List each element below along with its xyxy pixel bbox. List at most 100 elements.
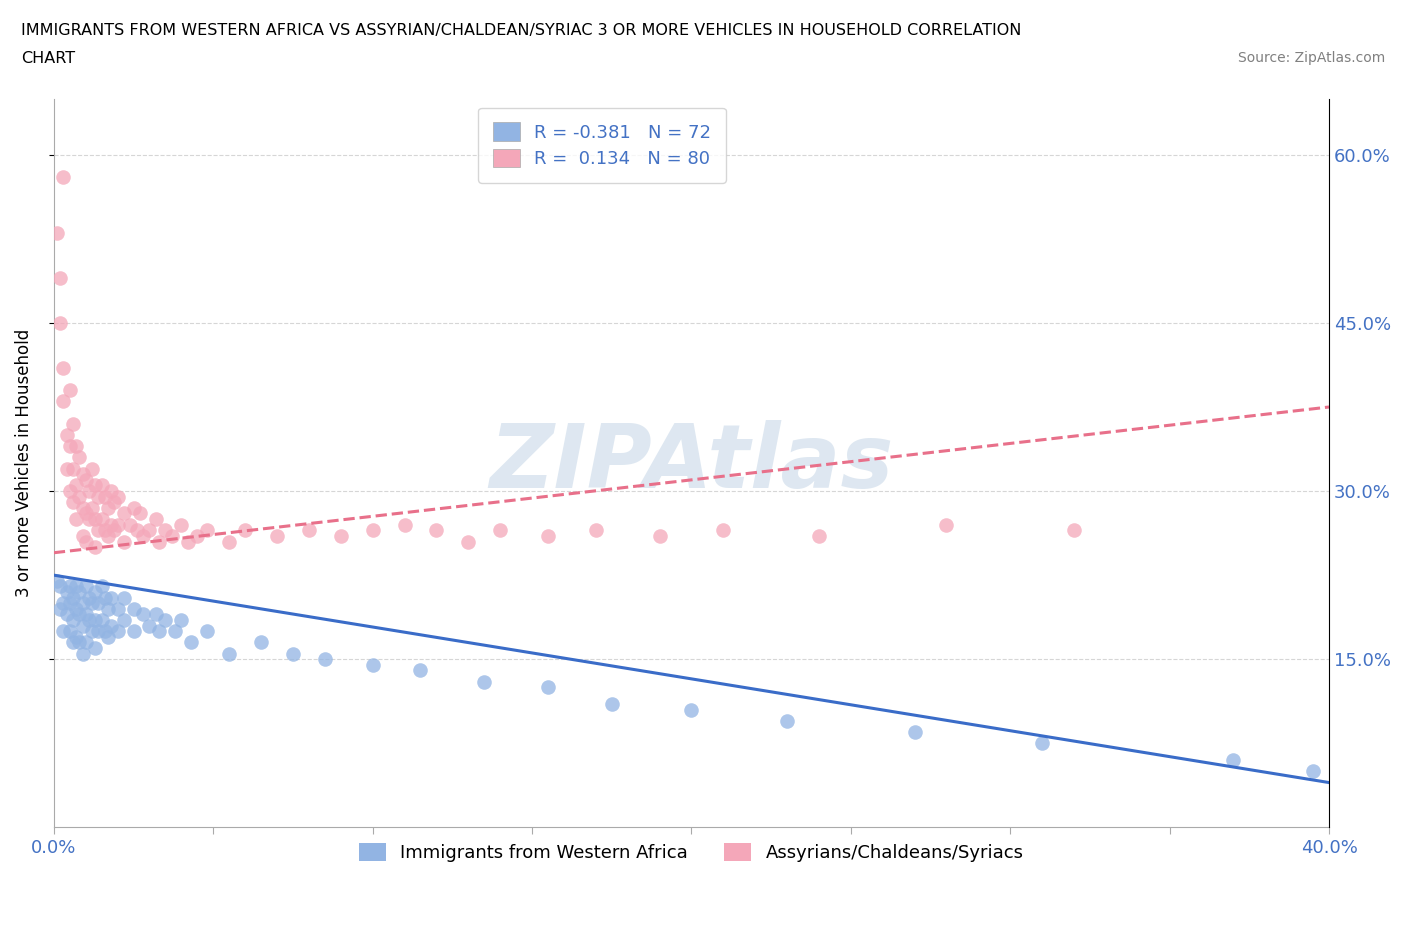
Point bbox=[122, 602, 145, 617]
Point bbox=[59, 439, 82, 454]
Point bbox=[72, 596, 94, 611]
Point bbox=[903, 724, 925, 739]
Point bbox=[84, 641, 107, 656]
Point bbox=[97, 500, 120, 515]
Point bbox=[59, 579, 82, 594]
Point bbox=[62, 417, 84, 432]
Point bbox=[62, 613, 84, 628]
Point bbox=[62, 635, 84, 650]
Point bbox=[72, 467, 94, 482]
Point bbox=[186, 528, 208, 543]
Point bbox=[97, 630, 120, 644]
Point bbox=[394, 517, 416, 532]
Point bbox=[62, 495, 84, 510]
Text: ZIPAtlas: ZIPAtlas bbox=[489, 419, 894, 507]
Point bbox=[80, 461, 103, 476]
Point bbox=[120, 517, 142, 532]
Text: Source: ZipAtlas.com: Source: ZipAtlas.com bbox=[1237, 51, 1385, 65]
Point bbox=[329, 528, 352, 543]
Point bbox=[155, 613, 177, 628]
Point bbox=[52, 624, 75, 639]
Point bbox=[776, 713, 799, 728]
Point bbox=[94, 523, 117, 538]
Point bbox=[72, 646, 94, 661]
Point bbox=[361, 523, 384, 538]
Point bbox=[145, 607, 167, 622]
Point bbox=[681, 702, 703, 717]
Point bbox=[103, 523, 125, 538]
Point bbox=[160, 528, 183, 543]
Point bbox=[1222, 752, 1244, 767]
Point bbox=[46, 573, 69, 588]
Point bbox=[100, 517, 122, 532]
Point bbox=[103, 495, 125, 510]
Point bbox=[59, 383, 82, 398]
Point bbox=[107, 517, 129, 532]
Point bbox=[49, 315, 72, 330]
Point bbox=[107, 489, 129, 504]
Point bbox=[100, 484, 122, 498]
Point bbox=[49, 579, 72, 594]
Point bbox=[132, 607, 155, 622]
Point bbox=[84, 478, 107, 493]
Y-axis label: 3 or more Vehicles in Household: 3 or more Vehicles in Household bbox=[15, 329, 32, 597]
Point bbox=[59, 596, 82, 611]
Point bbox=[1302, 764, 1324, 778]
Point bbox=[62, 591, 84, 605]
Point bbox=[80, 624, 103, 639]
Point bbox=[75, 534, 97, 549]
Point bbox=[218, 646, 240, 661]
Point bbox=[55, 607, 77, 622]
Point bbox=[77, 613, 100, 628]
Point bbox=[170, 613, 193, 628]
Point bbox=[155, 523, 177, 538]
Point bbox=[59, 484, 82, 498]
Point bbox=[84, 585, 107, 600]
Point bbox=[87, 624, 110, 639]
Point bbox=[94, 591, 117, 605]
Point bbox=[163, 624, 186, 639]
Point bbox=[75, 506, 97, 521]
Point bbox=[84, 512, 107, 526]
Point bbox=[75, 579, 97, 594]
Point bbox=[90, 579, 112, 594]
Point bbox=[180, 635, 202, 650]
Point bbox=[80, 500, 103, 515]
Point bbox=[195, 523, 218, 538]
Point bbox=[90, 613, 112, 628]
Point bbox=[935, 517, 957, 532]
Point bbox=[409, 663, 432, 678]
Point bbox=[67, 607, 90, 622]
Point bbox=[112, 534, 135, 549]
Point bbox=[298, 523, 321, 538]
Point bbox=[77, 512, 100, 526]
Point bbox=[537, 528, 560, 543]
Point bbox=[250, 635, 273, 650]
Point bbox=[52, 360, 75, 375]
Point bbox=[67, 450, 90, 465]
Point bbox=[59, 624, 82, 639]
Point bbox=[177, 534, 200, 549]
Point bbox=[75, 472, 97, 487]
Point bbox=[65, 439, 87, 454]
Point bbox=[72, 500, 94, 515]
Text: CHART: CHART bbox=[21, 51, 75, 66]
Point bbox=[112, 613, 135, 628]
Point bbox=[97, 528, 120, 543]
Point bbox=[145, 512, 167, 526]
Point bbox=[55, 461, 77, 476]
Point bbox=[80, 596, 103, 611]
Point bbox=[52, 394, 75, 409]
Point bbox=[72, 528, 94, 543]
Point bbox=[585, 523, 607, 538]
Point bbox=[67, 635, 90, 650]
Point bbox=[65, 630, 87, 644]
Legend: Immigrants from Western Africa, Assyrians/Chaldeans/Syriacs: Immigrants from Western Africa, Assyrian… bbox=[352, 835, 1031, 870]
Point bbox=[107, 602, 129, 617]
Point bbox=[94, 624, 117, 639]
Point bbox=[266, 528, 288, 543]
Point bbox=[52, 170, 75, 185]
Point bbox=[1031, 736, 1053, 751]
Point bbox=[132, 528, 155, 543]
Point bbox=[472, 674, 495, 689]
